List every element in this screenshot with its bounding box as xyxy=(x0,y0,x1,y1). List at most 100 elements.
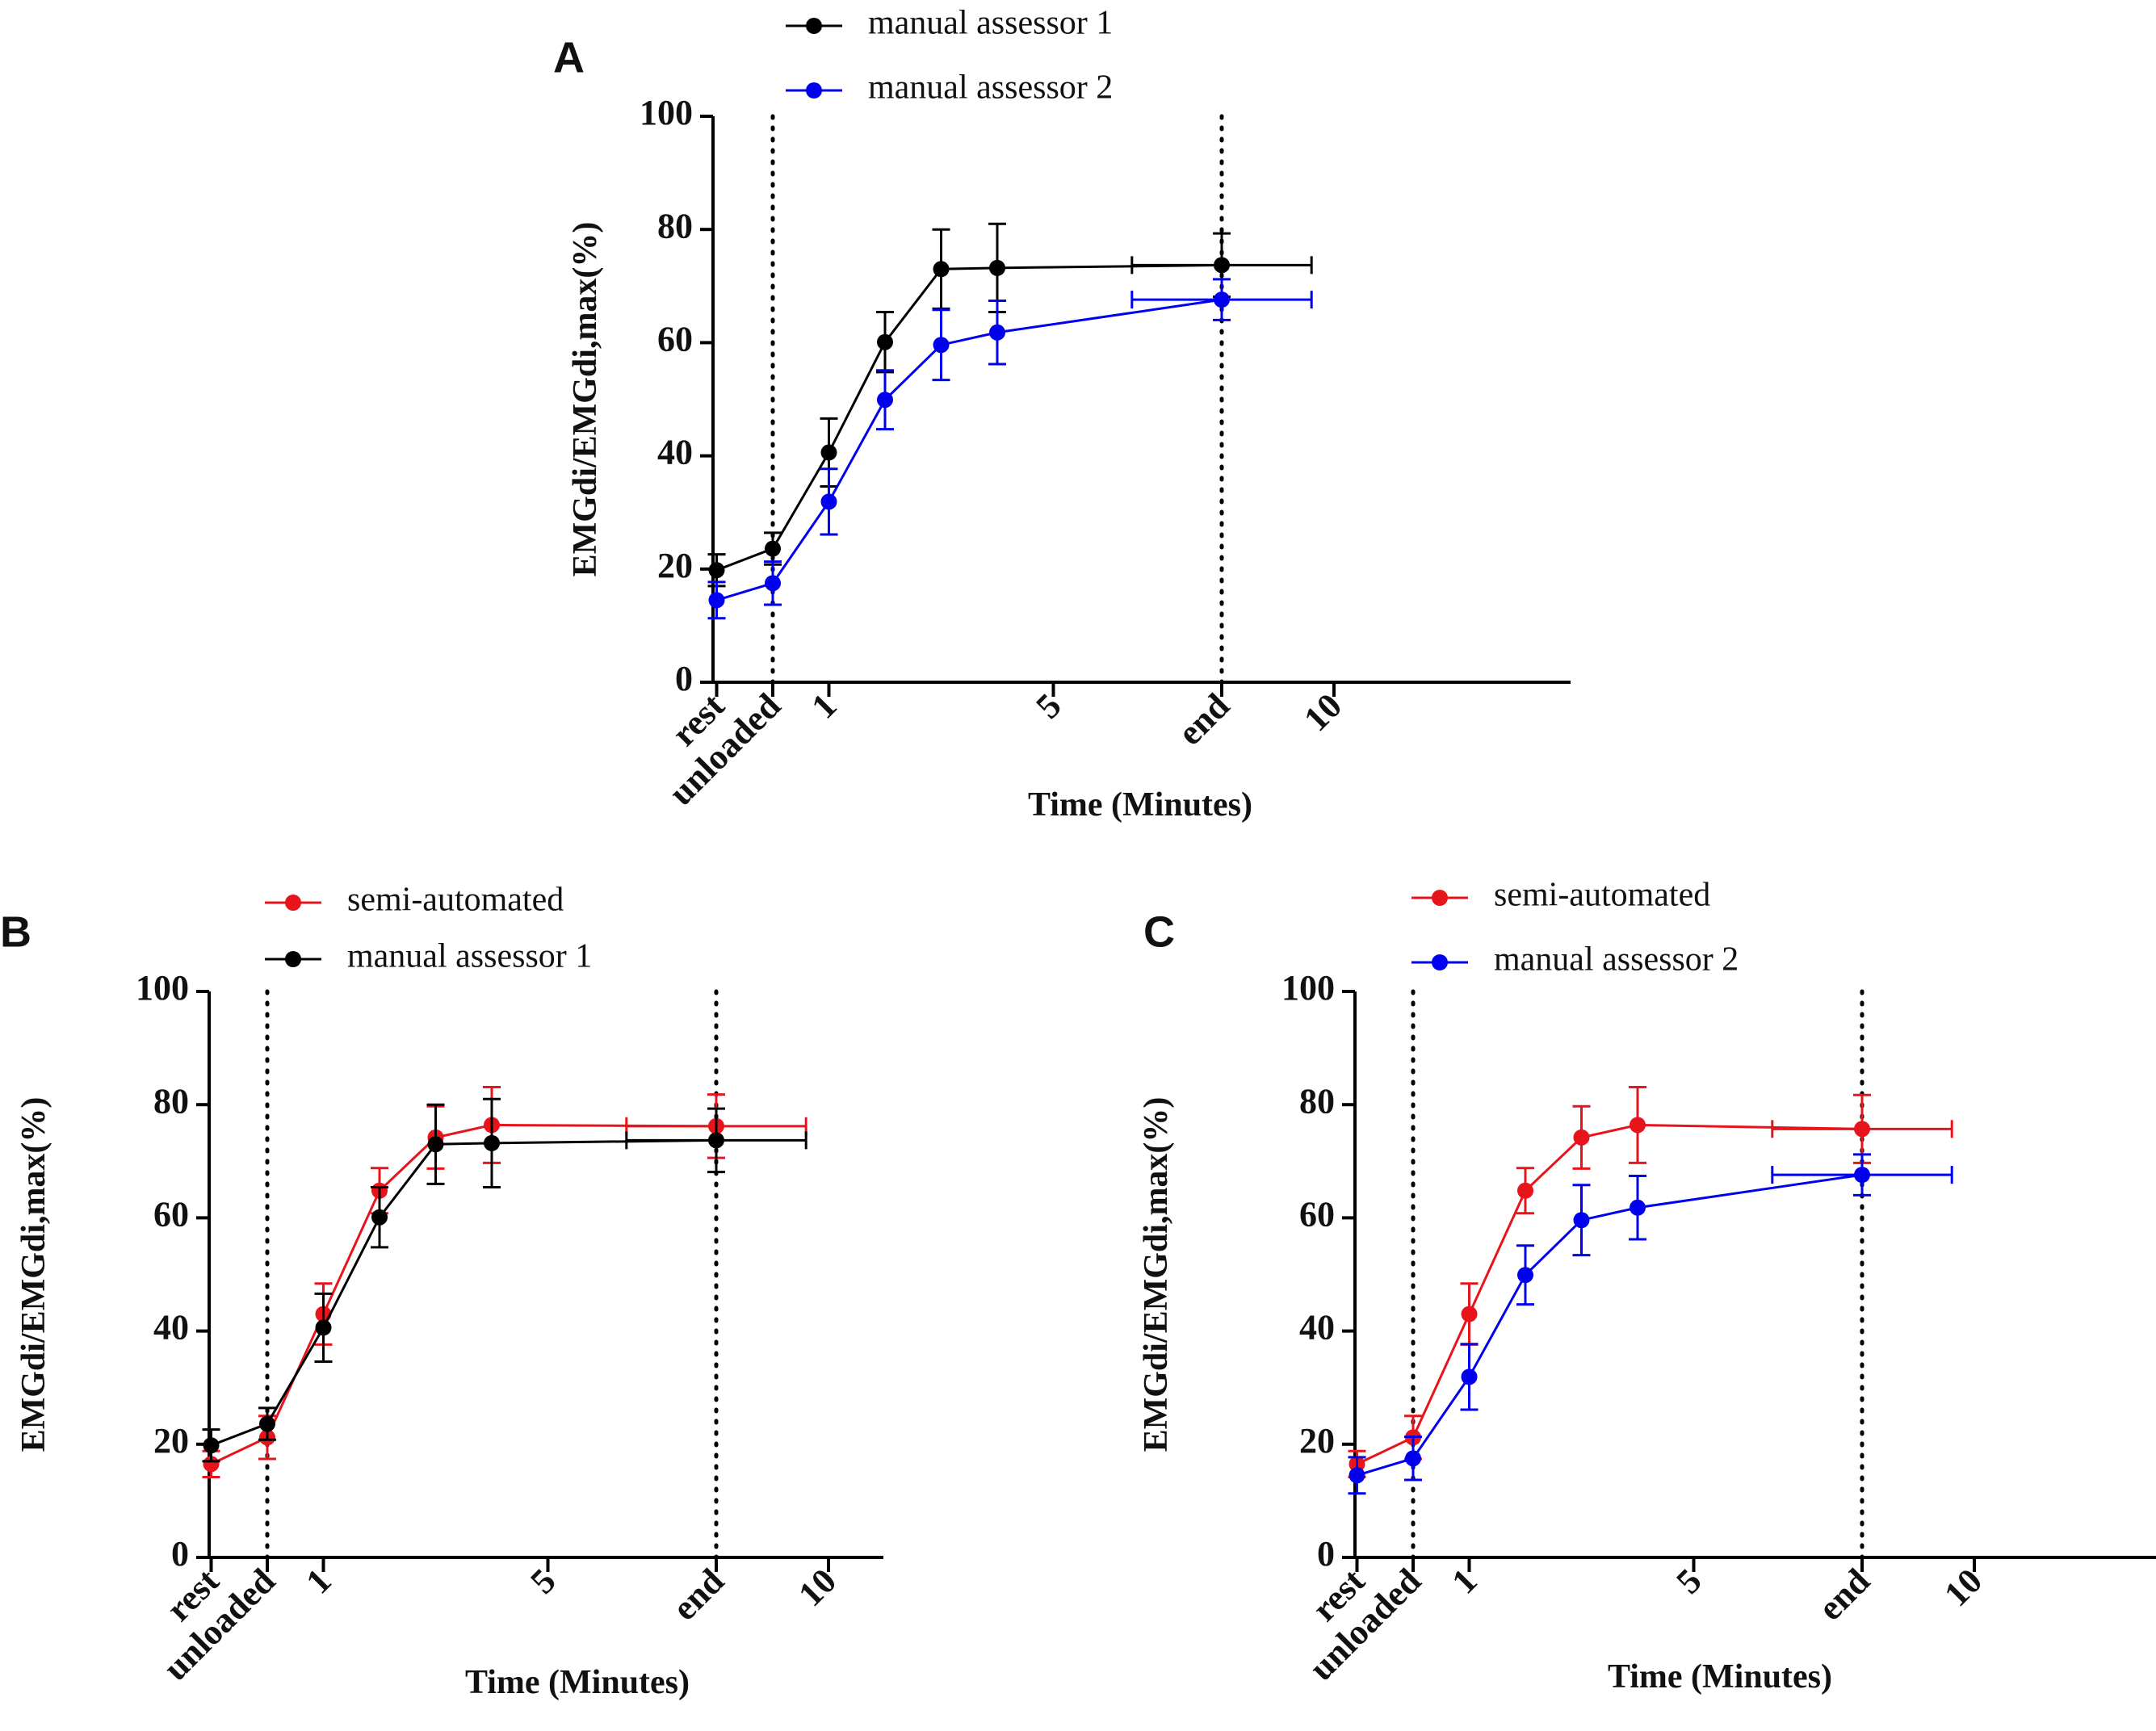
data-point xyxy=(315,1319,332,1336)
data-point xyxy=(1630,1117,1646,1134)
data-point xyxy=(1630,1199,1646,1216)
data-point xyxy=(1517,1267,1533,1284)
x-axis-title: Time (Minutes) xyxy=(1028,786,1252,824)
legend-marker xyxy=(285,951,301,967)
x-tick-label: end xyxy=(1170,685,1237,752)
data-point xyxy=(1461,1368,1478,1385)
series-line xyxy=(210,1123,717,1465)
data-point xyxy=(1214,257,1230,274)
y-tick-label: 20 xyxy=(1299,1421,1335,1461)
y-tick-label: 40 xyxy=(657,433,693,472)
data-point xyxy=(933,261,950,278)
series-semi-automated xyxy=(1348,1085,1953,1478)
y-tick-label: 40 xyxy=(153,1308,189,1347)
x-tick-label: 5 xyxy=(1028,685,1068,726)
data-point xyxy=(989,324,1005,341)
data-point xyxy=(820,444,837,461)
data-point xyxy=(1349,1467,1365,1484)
data-point xyxy=(765,540,781,557)
data-point xyxy=(933,337,950,354)
y-tick-label: 20 xyxy=(657,546,693,585)
panel-letter: C xyxy=(1143,907,1175,956)
data-point xyxy=(877,333,893,350)
y-tick-label: 80 xyxy=(1299,1081,1335,1121)
y-axis-title: EMGdi/EMGdi,max(%) xyxy=(567,222,604,577)
data-point xyxy=(1517,1182,1533,1199)
x-tick-label: 1 xyxy=(298,1561,338,1601)
series-manual-assessor-2 xyxy=(707,278,1313,620)
data-point xyxy=(1214,291,1230,308)
legend-label: manual assessor 1 xyxy=(868,5,1113,42)
series-manual-assessor-2 xyxy=(1348,1153,1953,1495)
data-point xyxy=(989,259,1005,276)
y-tick-label: 60 xyxy=(657,319,693,358)
x-tick-label: 5 xyxy=(1668,1561,1709,1601)
series-manual-assessor-1 xyxy=(707,222,1313,588)
y-tick-label: 40 xyxy=(1299,1308,1335,1347)
data-point xyxy=(708,562,725,579)
data-point xyxy=(427,1136,444,1153)
data-point xyxy=(484,1134,500,1151)
y-tick-label: 100 xyxy=(136,968,189,1008)
legend-label: manual assessor 2 xyxy=(868,69,1113,107)
data-point xyxy=(1573,1129,1590,1146)
y-tick-label: 0 xyxy=(1317,1534,1335,1574)
x-tick-label: 1 xyxy=(1444,1561,1484,1601)
data-point xyxy=(259,1415,275,1432)
legend-marker xyxy=(1432,954,1448,970)
x-tick-label: end xyxy=(1810,1561,1877,1628)
legend-label: semi-automated xyxy=(1494,877,1710,914)
series-line xyxy=(1357,1173,1863,1477)
data-point xyxy=(1573,1212,1590,1229)
data-point xyxy=(1461,1306,1478,1322)
legend-marker xyxy=(285,895,301,911)
data-point xyxy=(708,1132,724,1149)
data-point xyxy=(1854,1167,1870,1184)
series-line xyxy=(210,1138,717,1447)
x-tick-label: 5 xyxy=(522,1561,563,1601)
data-point xyxy=(371,1209,388,1226)
x-tick-label: 10 xyxy=(791,1561,844,1614)
legend-marker xyxy=(1432,890,1448,906)
y-tick-label: 80 xyxy=(153,1081,189,1121)
data-point xyxy=(708,592,725,609)
data-point xyxy=(820,493,837,510)
x-axis-title: Time (Minutes) xyxy=(1608,1658,1832,1695)
y-tick-label: 20 xyxy=(153,1421,189,1461)
data-point xyxy=(203,1437,220,1454)
y-tick-label: 80 xyxy=(657,206,693,245)
x-axis-title: Time (Minutes) xyxy=(465,1664,690,1701)
y-tick-label: 60 xyxy=(153,1194,189,1234)
legend-label: semi-automated xyxy=(347,882,564,919)
panel-letter: A xyxy=(553,33,585,82)
x-tick-label: unloaded xyxy=(156,1561,283,1687)
data-point xyxy=(1854,1121,1870,1138)
x-tick-label: end xyxy=(665,1561,732,1628)
legend-label: manual assessor 2 xyxy=(1494,941,1739,979)
y-tick-label: 0 xyxy=(675,659,693,698)
legend-marker xyxy=(806,18,822,34)
x-tick-label: 10 xyxy=(1936,1561,1990,1614)
y-axis-title: EMGdi/EMGdi,max(%) xyxy=(15,1097,52,1452)
y-tick-label: 60 xyxy=(1299,1194,1335,1234)
data-point xyxy=(765,575,781,592)
series-line xyxy=(716,298,1223,601)
y-tick-label: 100 xyxy=(1281,968,1335,1008)
x-tick-label: unloaded xyxy=(1302,1561,1428,1687)
panel-letter: B xyxy=(0,907,31,956)
series-manual-assessor-1 xyxy=(202,1097,807,1463)
data-point xyxy=(1405,1450,1421,1467)
data-point xyxy=(877,392,893,409)
legend-label: manual assessor 1 xyxy=(347,938,592,975)
x-tick-label: 1 xyxy=(803,685,844,726)
y-axis-title: EMGdi/EMGdi,max(%) xyxy=(1138,1097,1175,1452)
legend-marker xyxy=(806,82,822,98)
y-tick-label: 100 xyxy=(640,93,693,132)
y-tick-label: 0 xyxy=(171,1534,189,1574)
x-tick-label: unloaded xyxy=(661,685,788,812)
x-tick-label: 10 xyxy=(1296,685,1349,739)
